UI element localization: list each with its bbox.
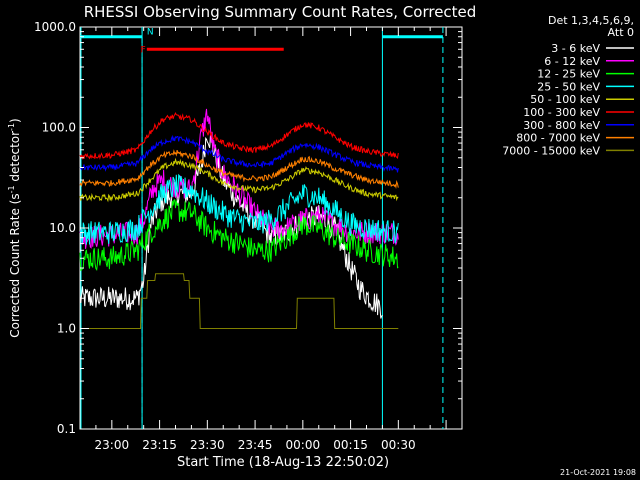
detector-info-line: Det 1,3,4,5,6,9, <box>548 14 634 27</box>
y-tick-label: 1.0 <box>57 322 76 336</box>
y-tick-label: 100.0 <box>42 121 76 135</box>
legend-label: 7000 - 15000 keV <box>502 144 600 157</box>
legend-label: 12 - 25 keV <box>537 68 600 81</box>
x-tick-label: 23:45 <box>238 438 273 452</box>
series-line <box>79 157 399 203</box>
x-tick-label: 00:15 <box>333 438 368 452</box>
series-line <box>79 134 399 173</box>
x-tick-label: 00:30 <box>381 438 416 452</box>
chart-title: RHESSI Observing Summary Count Rates, Co… <box>84 3 477 21</box>
series-line <box>79 199 399 272</box>
timestamp: 21-Oct-2021 19:08 <box>560 468 636 477</box>
legend-label: 3 - 6 keV <box>551 42 600 55</box>
y-axis-label-end: ) <box>8 118 22 123</box>
legend-label: 50 - 100 keV <box>530 93 600 106</box>
series-group <box>79 108 399 329</box>
y-axis-label-mid: detector <box>8 131 22 186</box>
detector-info-line: Att 0 <box>608 26 634 39</box>
x-tick-label: 23:00 <box>95 438 130 452</box>
x-tick-label: 23:30 <box>190 438 225 452</box>
legend-label: 6 - 12 keV <box>544 55 600 68</box>
y-axis-label-sup2: -1 <box>7 123 16 131</box>
detector-info: Det 1,3,4,5,6,9,Att 0 <box>548 14 634 39</box>
legend-label: 800 - 7000 keV <box>516 132 600 145</box>
x-axis: 23:00 23:15 23:30 23:45 00:00 00:15 00:30 <box>79 27 463 452</box>
flag-marker: N <box>147 28 154 38</box>
x-axis-label: Start Time (18-Aug-13 22:50:02) <box>177 455 389 470</box>
series-line <box>79 111 399 161</box>
y-tick-label: 10.0 <box>49 221 76 235</box>
legend-label: 100 - 300 keV <box>523 106 600 119</box>
x-tick-label: 00:00 <box>286 438 321 452</box>
legend-label: 300 - 800 keV <box>523 119 600 132</box>
series-line <box>80 273 399 329</box>
x-tick-label: 23:15 <box>142 438 177 452</box>
series-line <box>79 173 399 245</box>
legend-label: 25 - 50 keV <box>537 80 600 93</box>
y-axis-label: Corrected Count Rate (s-1 detector-1) <box>7 118 22 337</box>
y-tick-label: 1000.0 <box>34 20 76 34</box>
series-line <box>79 149 399 189</box>
y-axis: 1000.0 100.0 10.0 1.0 0.1 <box>34 20 462 436</box>
series-line <box>79 134 383 319</box>
flag-marker: F <box>140 45 145 55</box>
y-axis-label-main: Corrected Count Rate (s <box>8 193 22 337</box>
y-tick-label: 0.1 <box>57 422 76 436</box>
y-axis-label-sup1: -1 <box>7 185 16 193</box>
